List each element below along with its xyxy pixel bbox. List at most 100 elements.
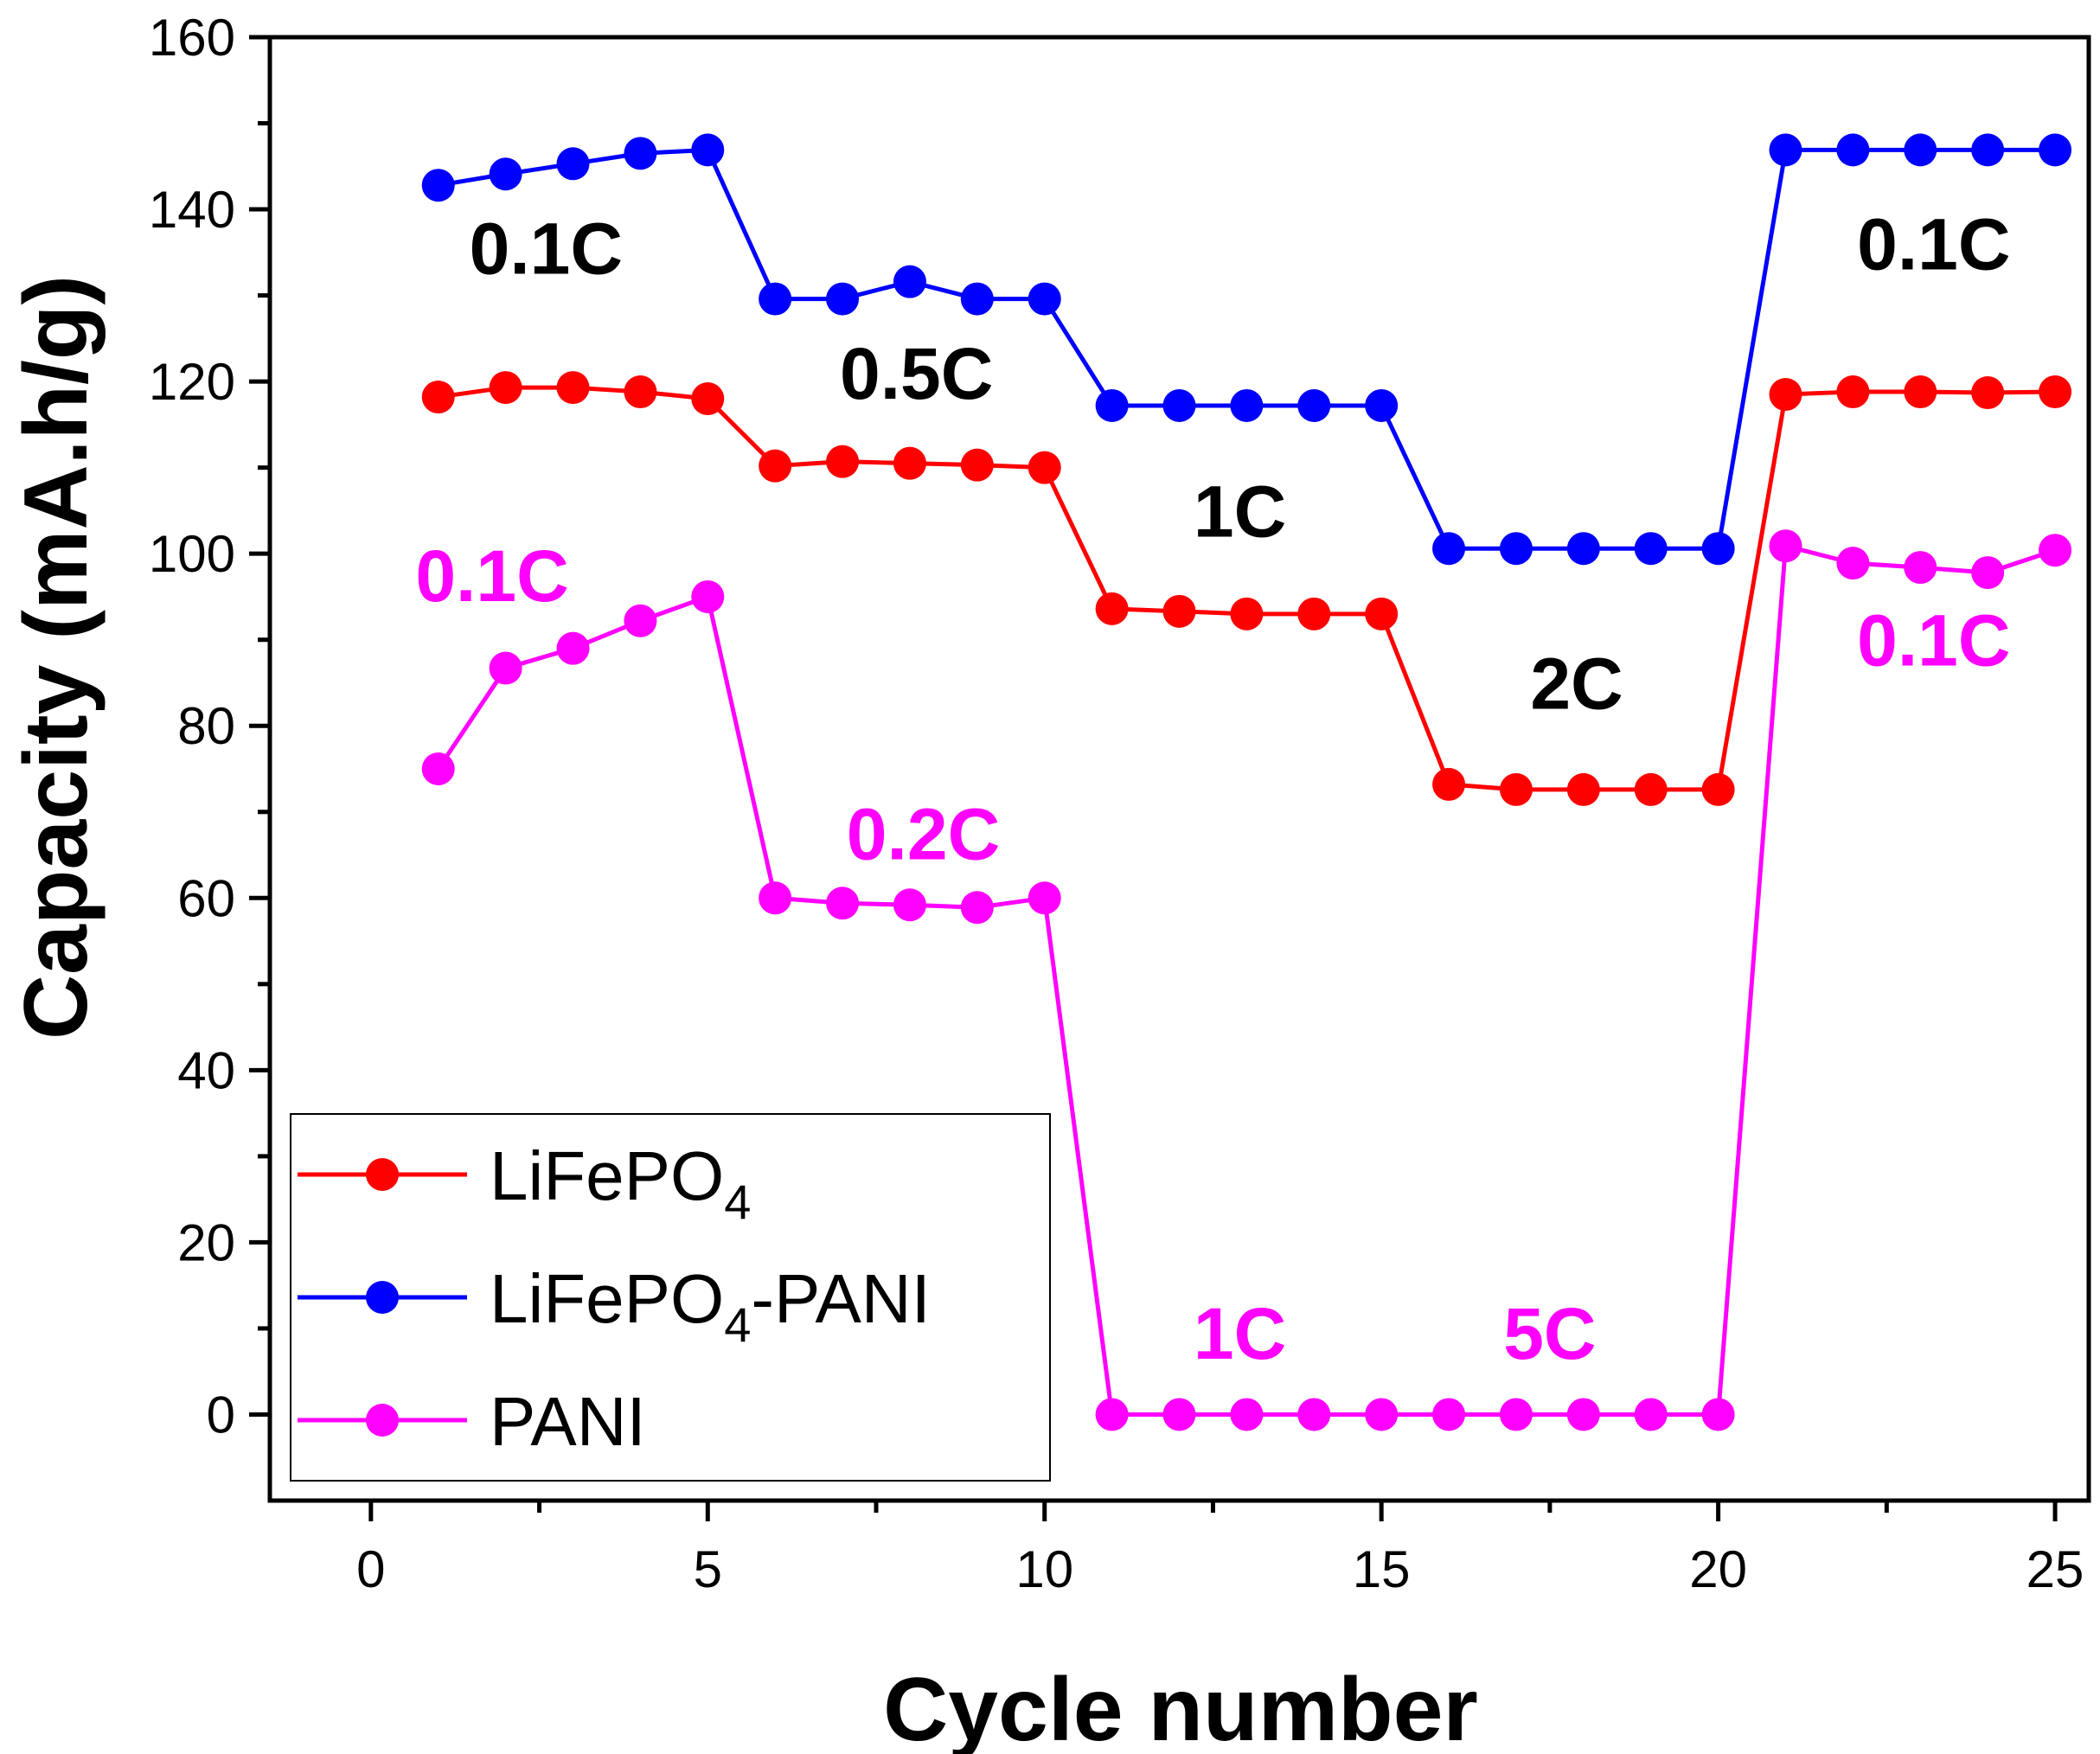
data-point xyxy=(624,604,657,637)
data-point xyxy=(1297,597,1331,631)
data-point xyxy=(826,887,860,920)
data-point xyxy=(1836,133,1870,167)
x-tick-label: 15 xyxy=(1353,1540,1411,1598)
annotation-label: 0.1C xyxy=(1857,600,2010,682)
data-point xyxy=(1904,375,1937,409)
data-point xyxy=(556,371,590,405)
data-point xyxy=(421,169,455,202)
series-pani xyxy=(421,529,2072,1431)
data-point xyxy=(1297,388,1331,422)
x-axis-title: Cycle number xyxy=(883,1660,1478,1754)
legend-swatch-marker xyxy=(366,1404,399,1437)
data-point xyxy=(1297,1398,1331,1431)
x-tick-label: 5 xyxy=(694,1540,722,1598)
data-point xyxy=(1162,594,1196,628)
y-tick-label: 40 xyxy=(177,1041,235,1099)
data-point xyxy=(1769,378,1802,412)
data-point xyxy=(556,147,590,181)
data-point xyxy=(1499,532,1533,566)
data-point xyxy=(1162,1398,1196,1431)
data-point xyxy=(960,282,994,316)
data-point xyxy=(1701,532,1735,566)
plot-frame xyxy=(267,35,2091,1503)
data-point xyxy=(1499,772,1533,806)
data-point xyxy=(893,888,926,922)
data-point xyxy=(1566,1398,1600,1431)
annotation-label: 2C xyxy=(1530,643,1623,724)
data-point xyxy=(691,382,725,416)
data-point xyxy=(489,157,522,191)
data-point xyxy=(1365,388,1399,422)
data-point xyxy=(1769,529,1802,563)
data-point xyxy=(421,752,455,785)
annotation-label: 1C xyxy=(1194,471,1286,552)
series-lifepo4 xyxy=(421,371,2072,806)
y-tick-label: 60 xyxy=(177,869,235,927)
data-point xyxy=(759,449,792,483)
data-point xyxy=(1904,551,1937,585)
legend-swatch-marker xyxy=(366,1158,399,1191)
data-point xyxy=(2039,375,2072,409)
data-point xyxy=(1634,1398,1668,1431)
data-point xyxy=(1971,133,2005,167)
data-point xyxy=(759,881,792,915)
data-point xyxy=(1028,282,1061,316)
data-point xyxy=(893,265,926,298)
data-point xyxy=(1432,1398,1466,1431)
data-point xyxy=(489,371,522,405)
x-tick-label: 0 xyxy=(356,1540,385,1598)
data-series xyxy=(421,133,2072,1431)
annotation-label: 5C xyxy=(1503,1293,1596,1374)
data-point xyxy=(1028,451,1061,484)
data-point xyxy=(691,579,725,613)
y-tick-label: 80 xyxy=(177,697,235,755)
data-point xyxy=(1230,597,1264,631)
data-point xyxy=(1634,772,1668,806)
data-point xyxy=(691,133,725,167)
y-tick-label: 160 xyxy=(149,9,235,67)
data-point xyxy=(2039,534,2072,567)
legend-swatch-marker xyxy=(366,1281,399,1314)
y-tick-label: 0 xyxy=(207,1386,235,1444)
data-point xyxy=(1634,532,1668,566)
annotation-label: 0.1C xyxy=(1857,204,2010,285)
y-axis-title: Capacity (mA.h/g) xyxy=(6,275,106,1040)
data-point xyxy=(1971,556,2005,590)
data-point xyxy=(759,282,792,316)
x-tick-label: 25 xyxy=(2026,1540,2084,1598)
data-point xyxy=(1566,532,1600,566)
legend-label: LiFePO4 xyxy=(490,1137,751,1229)
x-tick-label: 20 xyxy=(1689,1540,1747,1598)
data-point xyxy=(1836,547,1870,580)
y-tick-label: 140 xyxy=(149,181,235,239)
data-point xyxy=(1432,532,1466,566)
annotation-label: 1C xyxy=(1194,1293,1286,1374)
y-tick-label: 100 xyxy=(149,525,235,583)
annotation-label: 0.5C xyxy=(840,333,993,414)
data-point xyxy=(1095,592,1129,625)
data-point xyxy=(1769,133,1802,167)
annotation-label: 0.1C xyxy=(470,208,623,290)
data-point xyxy=(1836,375,1870,409)
rate-annotations: 0.1C 0.5C 1C 2C 0.1C 0.1C 0.2C 1C 5C 0.1C xyxy=(415,204,2010,1374)
data-point xyxy=(1365,597,1399,631)
legend: LiFePO4 LiFePO4-PANI PANI xyxy=(290,1113,1051,1482)
data-point xyxy=(624,375,657,409)
y-tick-label: 120 xyxy=(149,353,235,411)
y-tick-label: 20 xyxy=(177,1213,235,1271)
data-point xyxy=(1701,772,1735,806)
data-point xyxy=(624,137,657,170)
data-point xyxy=(826,282,860,316)
x-tick-label: 10 xyxy=(1015,1540,1073,1598)
data-point xyxy=(893,446,926,480)
data-point xyxy=(1566,772,1600,806)
data-point xyxy=(2039,133,2072,167)
legend-label: PANI xyxy=(490,1383,646,1460)
data-point xyxy=(1095,388,1129,422)
data-point xyxy=(960,448,994,482)
data-point xyxy=(1499,1398,1533,1431)
data-point xyxy=(1095,1398,1129,1431)
series-lifepo4-pani xyxy=(421,133,2072,566)
